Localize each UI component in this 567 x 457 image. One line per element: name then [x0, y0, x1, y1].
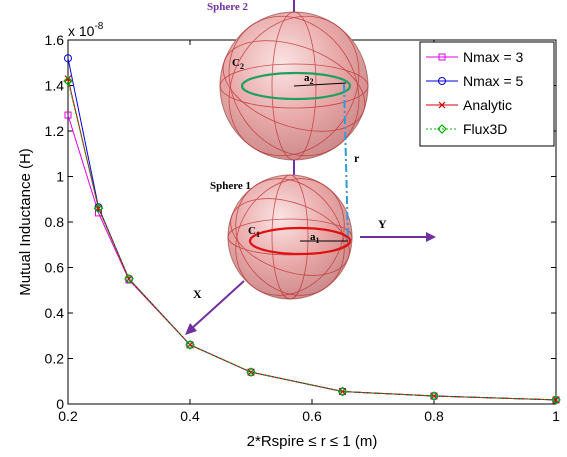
y-tick-label: 1	[56, 169, 64, 185]
legend-marker	[438, 101, 446, 109]
radius-a2	[293, 82, 347, 87]
data-point	[95, 209, 102, 217]
x-tick-label: 0.8	[424, 408, 444, 424]
x-tick-label: 1	[552, 408, 560, 424]
a1-label: a1	[310, 231, 320, 245]
series-3	[63, 76, 561, 405]
data-series	[63, 54, 561, 405]
x-axis: 0.2 0.4 0.6 0.8 1	[58, 40, 560, 424]
distance-r-line	[343, 83, 349, 241]
data-point	[63, 76, 73, 86]
y-tick-label: 0.4	[45, 305, 65, 321]
legend-label: Nmax = 3	[463, 49, 524, 65]
y-tick-label: 1.2	[45, 123, 65, 139]
data-point	[246, 367, 256, 377]
two-spheres-inset: C2 a2 Sphere 2 C1 a1 Sphere 1 r Y X	[185, 0, 436, 335]
y-direction-label: Y	[378, 217, 387, 231]
y-tick-label: 0.6	[45, 260, 65, 276]
loop-c2	[240, 71, 352, 101]
r-label: r	[354, 151, 360, 165]
y-multiplier: x 10-8	[68, 21, 104, 39]
series-line	[67, 78, 557, 401]
x-tick-label: 0.4	[180, 408, 200, 424]
legend-marker	[438, 53, 446, 61]
data-point	[124, 274, 134, 284]
legend-label: Flux3D	[463, 121, 507, 137]
y-axis-label: Mutual Inductance (H)	[17, 148, 34, 296]
data-point	[64, 75, 72, 83]
legend-box	[419, 41, 555, 147]
legend-label: Analytic	[463, 97, 512, 113]
data-point	[64, 54, 72, 63]
data-point	[551, 395, 561, 405]
legend-marker	[438, 77, 446, 85]
a2-label: a2	[304, 72, 314, 86]
x-tick-label: 0.2	[58, 408, 78, 424]
c1-label: C1	[248, 225, 260, 239]
data-point	[185, 340, 195, 350]
sphere1-gridlines	[227, 174, 353, 300]
loop-c1	[248, 226, 352, 256]
y-axis: 0 0.2 0.4 0.6 0.8 1 1.2 1.4 1.6	[45, 32, 556, 412]
y-exponent: -8	[94, 21, 103, 32]
y-tick-label: 0	[56, 396, 64, 412]
legend: Nmax = 3 Nmax = 5 Analytic Flux3D	[419, 41, 555, 147]
x-direction-arrow	[189, 280, 245, 331]
x-arrowhead	[185, 323, 197, 335]
y-tick-label: 1.4	[45, 78, 65, 94]
data-point	[93, 203, 104, 214]
x-direction-label: X	[193, 287, 202, 301]
data-point	[429, 391, 439, 401]
sphere1-title: Sphere 1	[210, 180, 251, 192]
c2-label: C2	[232, 57, 244, 71]
y-tick-label: 0.2	[45, 351, 65, 367]
sphere2-title: Sphere 2	[207, 1, 249, 13]
x-tick-label: 0.6	[302, 408, 322, 424]
y-tick-label: 0.8	[45, 214, 65, 230]
data-point	[64, 111, 72, 119]
y-tick-label: 1.6	[45, 32, 65, 48]
y-arrowhead	[426, 232, 436, 242]
data-point	[337, 386, 348, 397]
legend-label: Nmax = 5	[463, 73, 524, 89]
x-axis-label: 2*Rspire ≤ r ≤ 1 (m)	[247, 433, 378, 450]
legend-marker	[437, 124, 447, 134]
